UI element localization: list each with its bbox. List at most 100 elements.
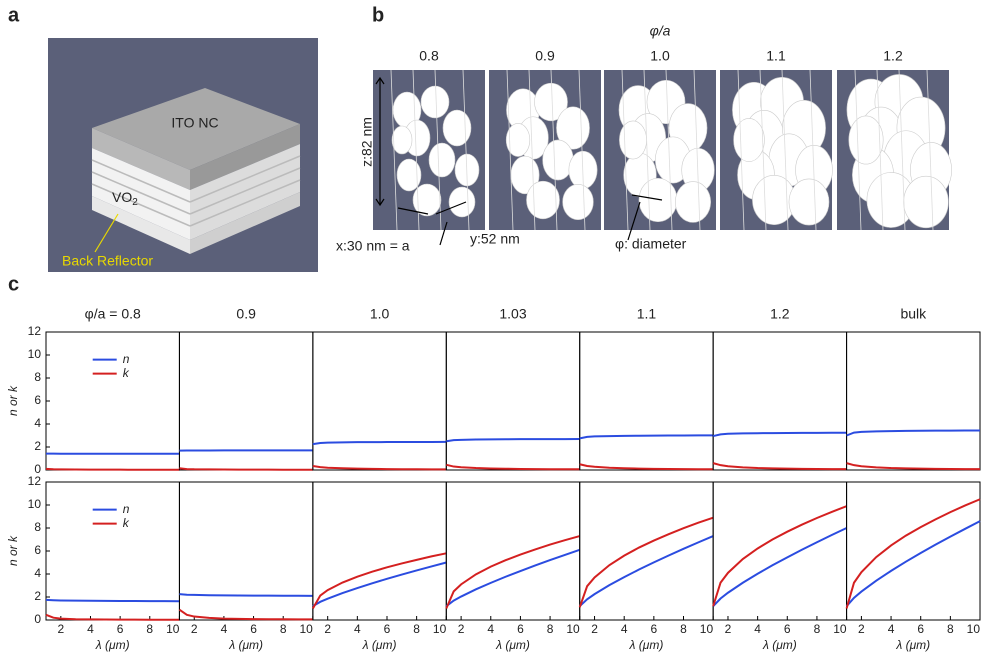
x-tick-label: 6 (917, 622, 924, 636)
chart-title: 1.03 (499, 306, 526, 322)
panel-label: b (372, 4, 384, 26)
column-label: 1.1 (766, 48, 786, 64)
data-line (446, 465, 579, 469)
y-tick-label: 0 (34, 612, 41, 626)
x-tick-label: 2 (57, 622, 64, 636)
chart-title: 1.1 (637, 306, 657, 322)
data-line (179, 594, 312, 596)
x-tick-label: 2 (191, 622, 198, 636)
layer-label: VO (112, 189, 132, 205)
structure-images (373, 70, 952, 230)
x-axis-label: λ (μm) (762, 638, 797, 652)
x-tick-label: 6 (250, 622, 257, 636)
particle (619, 121, 646, 159)
x-tick-label: 4 (221, 622, 228, 636)
particle (526, 181, 559, 219)
plot-frame (713, 332, 846, 470)
plot-frame (580, 482, 713, 620)
y-tick-label: 12 (28, 474, 42, 488)
x-axis-label: λ (μm) (629, 638, 664, 652)
x-axis-label: λ (μm) (495, 638, 530, 652)
data-line (446, 439, 579, 441)
x-tick-label: 4 (621, 622, 628, 636)
data-line (313, 466, 446, 469)
particle (734, 118, 765, 161)
data-line (46, 469, 179, 470)
particle (789, 179, 829, 225)
x-tick-label: 6 (384, 622, 391, 636)
x-tick-label: 6 (117, 622, 124, 636)
data-line (46, 615, 179, 620)
data-line (46, 600, 179, 601)
chart-title: φ/a = 0.8 (85, 306, 141, 322)
particle (675, 182, 710, 223)
x-tick-label: 2 (324, 622, 331, 636)
column-label: 0.9 (535, 48, 555, 64)
y-tick-label: 4 (34, 566, 41, 580)
x-tick-label: 10 (300, 622, 314, 636)
y-axis-label: n or k (6, 535, 20, 566)
particle (563, 184, 594, 219)
data-line (847, 463, 980, 469)
y-tick-label: 6 (34, 393, 41, 407)
data-line (179, 610, 312, 620)
particle (904, 176, 949, 228)
plot-frame (580, 332, 713, 470)
x-tick-label: 6 (651, 622, 658, 636)
legend-label: n (123, 502, 130, 516)
subscript: 2 (132, 197, 138, 208)
x-axis-label: λ (μm) (895, 638, 930, 652)
data-line (847, 499, 980, 608)
data-line (179, 468, 312, 469)
x-tick-label: 10 (166, 622, 180, 636)
y-tick-label: 6 (34, 543, 41, 557)
dimension-label: z:82 nm (359, 117, 375, 167)
data-line (313, 442, 446, 444)
column-label: 1.2 (883, 48, 903, 64)
x-tick-label: 4 (487, 622, 494, 636)
y-tick-label: 2 (34, 589, 41, 603)
chart-title: 1.0 (370, 306, 390, 322)
y-tick-label: 8 (34, 520, 41, 534)
y-tick-label: 2 (34, 439, 41, 453)
particle (849, 116, 883, 164)
x-tick-label: 8 (280, 622, 287, 636)
legend-label: k (123, 516, 130, 530)
y-tick-label: 12 (28, 324, 42, 338)
plot-frame (847, 332, 980, 470)
particle (421, 86, 449, 118)
chart-title: 0.9 (236, 306, 256, 322)
dimension-label: x:30 nm = a (336, 238, 410, 254)
panel-label: a (8, 4, 20, 26)
plot-frame (46, 482, 179, 620)
data-line (713, 463, 846, 469)
legend-label: n (123, 352, 130, 366)
x-tick-label: 10 (700, 622, 714, 636)
plot-frame (179, 332, 312, 470)
data-line (580, 536, 713, 606)
x-axis-label: λ (μm) (228, 638, 263, 652)
data-line (713, 506, 846, 606)
y-tick-label: 10 (28, 347, 42, 361)
layer-label: Back Reflector (62, 253, 153, 269)
x-axis-label: λ (μm) (362, 638, 397, 652)
y-tick-label: 10 (28, 497, 42, 511)
y-tick-label: 4 (34, 416, 41, 430)
x-tick-label: 8 (680, 622, 687, 636)
x-tick-label: 8 (146, 622, 153, 636)
x-tick-label: 2 (458, 622, 465, 636)
plot-frame (713, 482, 846, 620)
data-line (580, 464, 713, 469)
x-tick-label: 6 (517, 622, 524, 636)
panel-label: c (8, 273, 19, 295)
plot-frame (446, 332, 579, 470)
x-tick-label: 2 (858, 622, 865, 636)
plot-frame (179, 482, 312, 620)
plot-frame (46, 332, 179, 470)
dimension-label: φ: diameter (615, 236, 687, 252)
particle (543, 140, 574, 180)
chart-title: bulk (900, 306, 927, 322)
x-tick-label: 8 (814, 622, 821, 636)
x-tick-label: 8 (547, 622, 554, 636)
x-tick-label: 10 (833, 622, 847, 636)
